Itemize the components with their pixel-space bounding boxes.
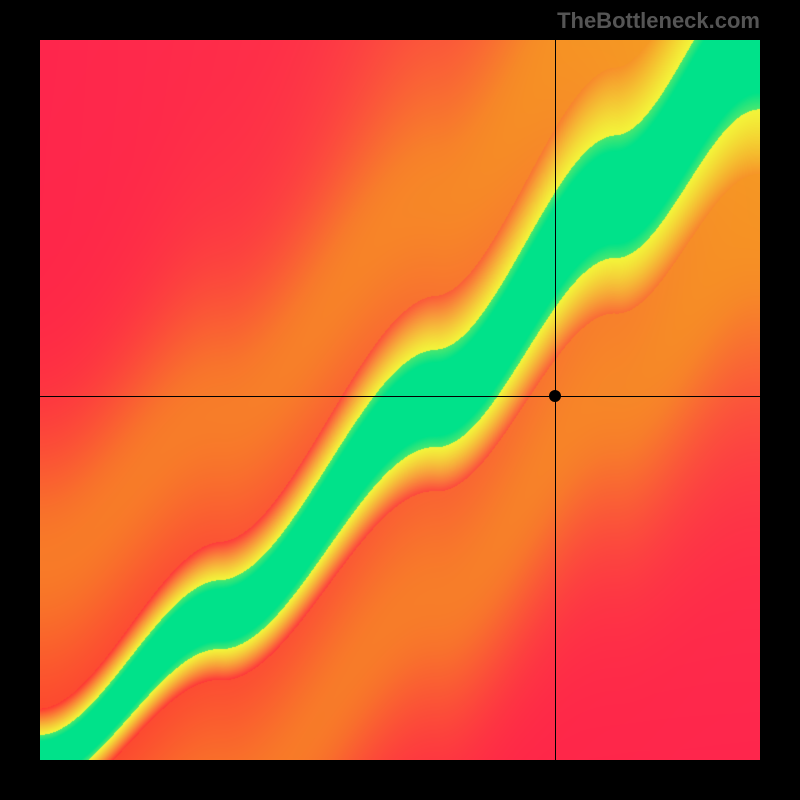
selection-marker[interactable] (549, 390, 561, 402)
watermark-text: TheBottleneck.com (557, 8, 760, 34)
heatmap-canvas (40, 40, 760, 760)
crosshair-horizontal (40, 396, 760, 397)
bottleneck-heatmap (40, 40, 760, 760)
